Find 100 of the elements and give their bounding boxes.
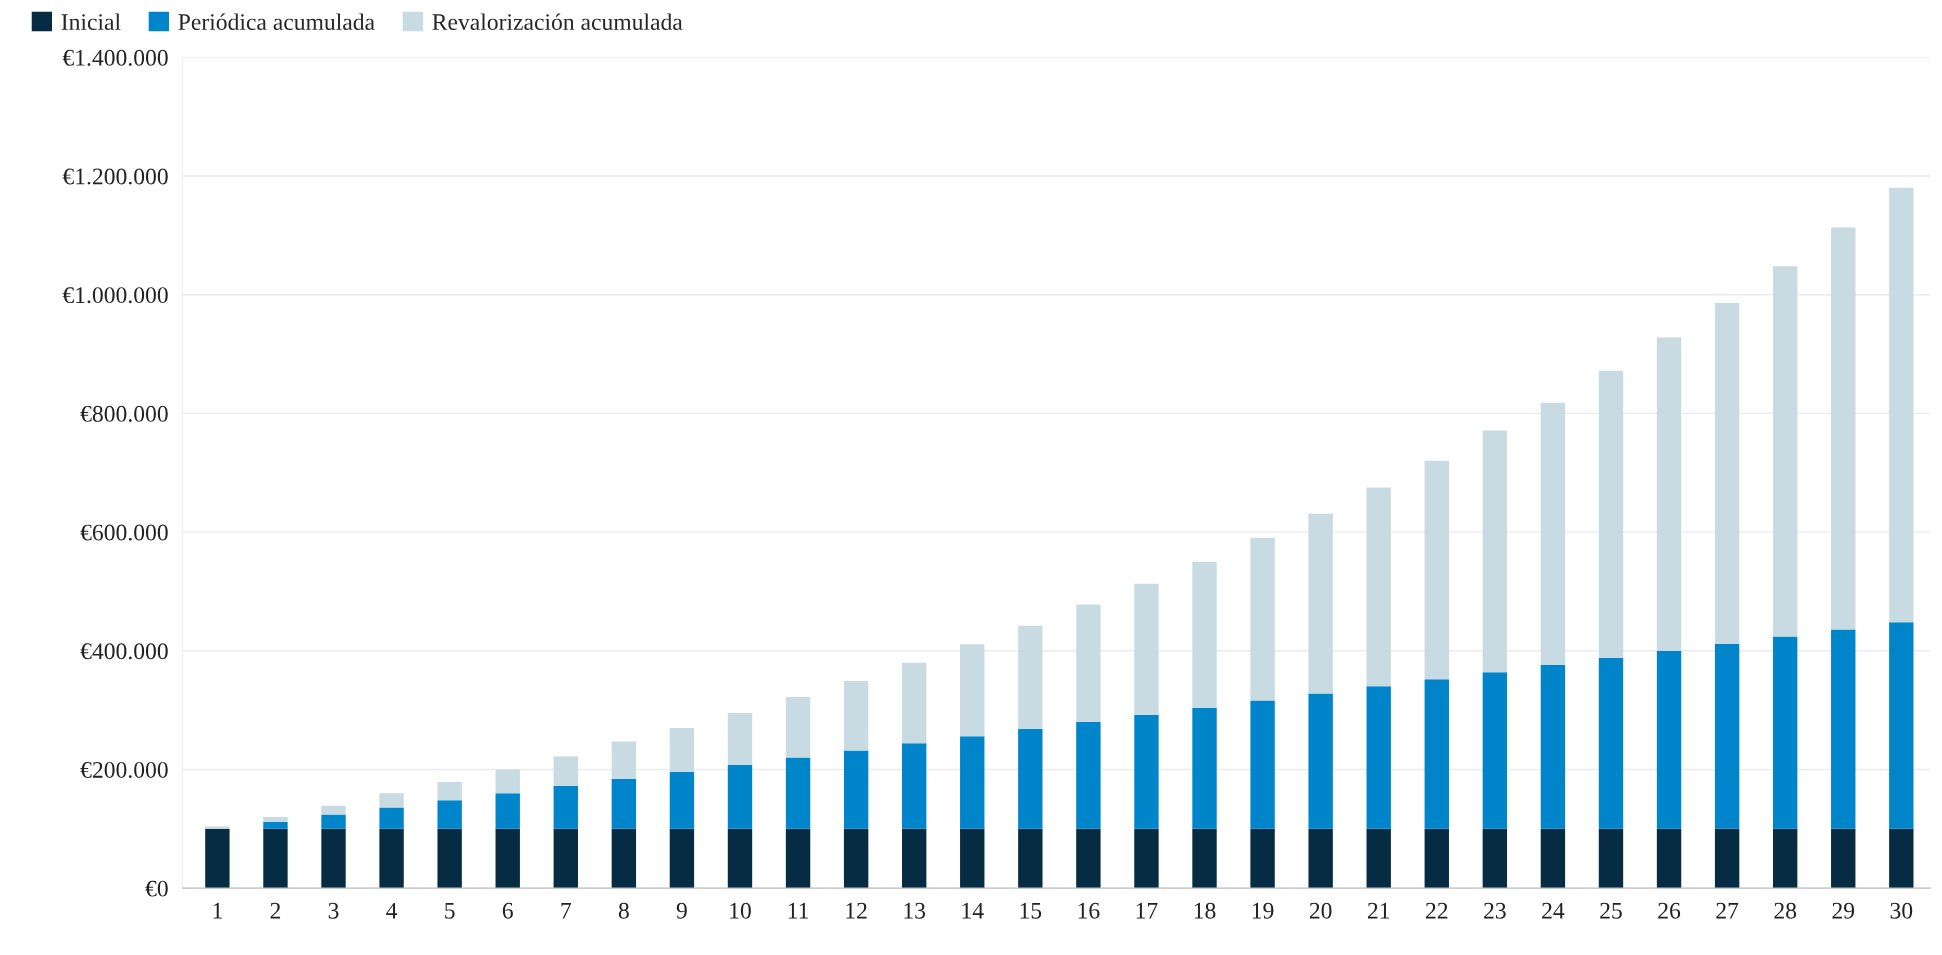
x-tick-label: 4 (386, 902, 398, 919)
x-tick-label: 29 (1832, 902, 1855, 919)
bar (1366, 828, 1391, 889)
bar (1134, 583, 1159, 715)
bar (1250, 700, 1275, 829)
bar (1134, 828, 1159, 889)
bar (1076, 604, 1101, 722)
bar (1714, 828, 1740, 889)
x-tick-label: 3 (328, 902, 339, 919)
bar (901, 743, 927, 829)
bar (1598, 370, 1624, 658)
bar (960, 828, 985, 889)
x-tick-label: 22 (1426, 902, 1448, 919)
x-tick-label: 2 (270, 902, 281, 919)
x-tick-label: 21 (1367, 902, 1390, 919)
x-tick-label: 10 (730, 902, 751, 919)
bar (263, 816, 288, 822)
x-tick-label: 26 (1658, 902, 1681, 919)
legend-label: Revalorización acumulada (432, 13, 683, 31)
bar (1308, 828, 1333, 889)
bar (1018, 729, 1043, 829)
bar (379, 807, 404, 829)
x-tick-label: 20 (1309, 902, 1332, 919)
bar (1656, 828, 1682, 889)
bar (611, 778, 637, 829)
bar (901, 662, 927, 744)
y-tick-label: €600.000 (80, 524, 168, 541)
bar (669, 727, 695, 772)
bar (1076, 828, 1101, 889)
bar (843, 828, 869, 889)
x-tick-label: 28 (1774, 902, 1797, 919)
bar (1889, 187, 1914, 623)
x-tick-label: 18 (1194, 902, 1216, 919)
x-tick-label: 9 (676, 902, 687, 919)
bar (495, 769, 520, 794)
bar (727, 713, 753, 765)
bar (1831, 629, 1856, 829)
bar (495, 828, 520, 889)
bar (1598, 828, 1624, 889)
bar (611, 828, 637, 889)
bar (1889, 828, 1914, 889)
bar (669, 771, 695, 829)
bar (843, 750, 869, 829)
bar (1366, 487, 1391, 687)
x-tick-label: 15 (1020, 902, 1042, 919)
bar (379, 793, 404, 808)
x-tick-label: 5 (445, 902, 455, 919)
y-tick-label: €1.000.000 (62, 287, 168, 304)
bar (727, 764, 753, 829)
bar (1656, 337, 1682, 651)
y-tick-label: €800.000 (80, 405, 168, 422)
bar (1308, 693, 1333, 829)
bar (1482, 430, 1508, 673)
bar (960, 644, 985, 737)
bar (1192, 561, 1217, 708)
bar (1772, 266, 1798, 637)
bar (1540, 828, 1566, 889)
x-tick-label: 12 (846, 902, 867, 919)
bar (263, 821, 288, 829)
bar (321, 805, 346, 815)
x-tick-label: 25 (1600, 902, 1622, 919)
bar (1656, 650, 1682, 829)
x-tick-label: 17 (1136, 902, 1158, 919)
bar (321, 814, 346, 829)
bar (379, 828, 404, 889)
bar (437, 828, 462, 889)
bar (1714, 302, 1740, 644)
x-tick-label: 30 (1890, 902, 1913, 919)
y-tick-label: €1.400.000 (62, 49, 168, 66)
y-tick-label: €0 (145, 880, 168, 897)
bar (901, 828, 927, 889)
bar (263, 828, 288, 889)
bar (669, 828, 695, 889)
bar (205, 828, 230, 889)
bar (437, 800, 462, 829)
bar (553, 756, 578, 787)
x-tick-label: 7 (561, 902, 572, 919)
y-tick-label: €200.000 (80, 761, 168, 778)
bar (1076, 721, 1101, 829)
x-tick-label: 19 (1252, 902, 1274, 919)
bar (785, 757, 811, 829)
bar (437, 781, 462, 801)
bar (1424, 460, 1449, 680)
bar (843, 681, 869, 751)
x-tick-label: 8 (618, 902, 629, 919)
x-tick-label: 14 (962, 902, 984, 919)
bar (1424, 828, 1449, 889)
bar (1424, 679, 1449, 829)
bar (1482, 828, 1508, 889)
bar (785, 697, 811, 758)
x-tick-label: 23 (1484, 902, 1506, 919)
x-tick-label: 6 (502, 902, 513, 919)
bar (1772, 636, 1798, 829)
bar (1714, 643, 1740, 829)
bar (205, 826, 230, 829)
x-tick-label: 11 (788, 902, 808, 919)
y-tick-label: €1.200.000 (62, 168, 168, 185)
bar (611, 741, 637, 779)
bar (553, 786, 578, 829)
x-tick-label: 24 (1542, 902, 1565, 919)
